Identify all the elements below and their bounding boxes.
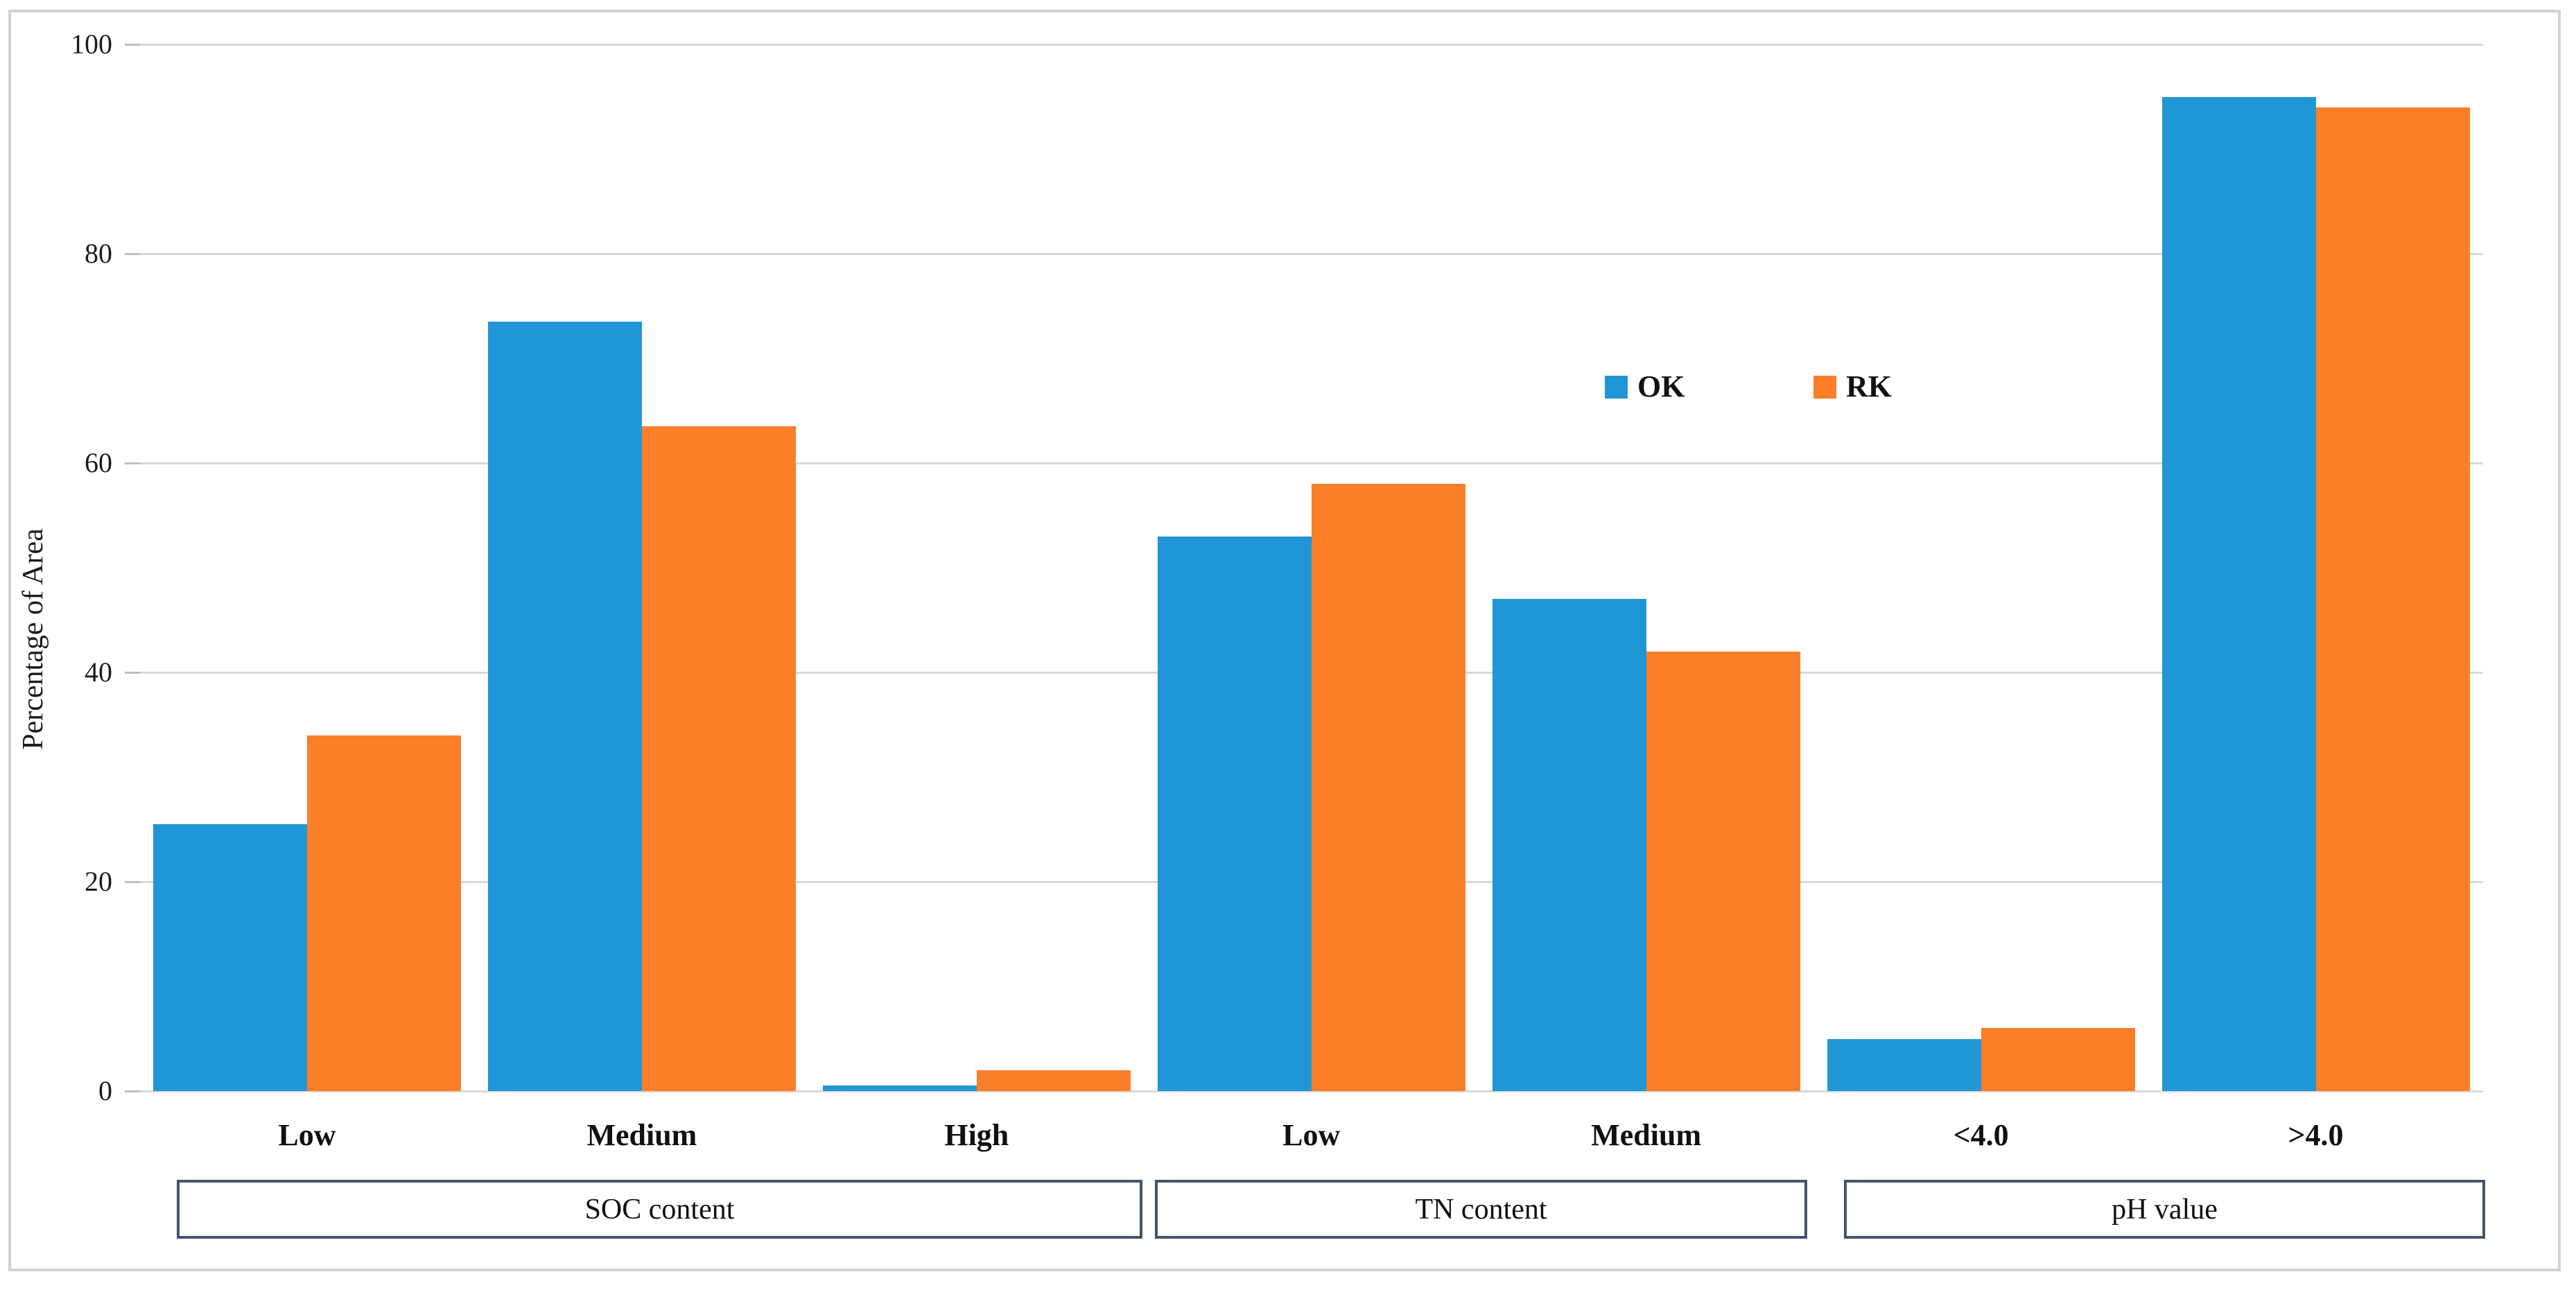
y-tick-mark-0 [124,1090,140,1092]
bar-rk-40 [2315,107,2470,1091]
bar-rk-high [976,1070,1131,1091]
y-tick-mark-40 [124,671,140,674]
y-axis-title: Percentage of Area [17,528,49,750]
bar-rk-low [1311,484,1465,1091]
bar-ok-40 [1827,1038,1981,1091]
bar-ok-high [822,1086,977,1091]
y-tick-label-40: 40 [85,656,112,688]
category-label-2: High [944,1118,1009,1152]
category-label-4: Medium [1591,1118,1702,1152]
bar-ok-low [1157,536,1312,1091]
group-box-soc-content: SOC content [177,1180,1142,1239]
category-label-3: Low [1282,1118,1341,1152]
category-label-5: <4.0 [1953,1118,2009,1152]
bar-ok-40 [2161,96,2316,1091]
y-tick-mark-60 [124,462,140,464]
legend-item-rk: RK [1813,372,1892,402]
gridline-y-60 [139,462,2483,464]
category-label-0: Low [278,1118,336,1152]
legend-label-ok: OK [1637,369,1685,403]
y-tick-label-60: 60 [85,447,112,478]
gridline-y-0 [139,1090,2483,1092]
legend-swatch-ok-icon [1605,375,1628,399]
bar-rk-medium [1646,651,1800,1091]
y-tick-mark-80 [124,252,140,255]
gridline-y-80 [139,252,2483,255]
y-tick-label-100: 100 [71,28,112,60]
y-tick-label-80: 80 [85,238,112,269]
bar-ok-low [153,823,307,1091]
gridline-y-100 [139,43,2483,46]
legend-item-ok: OK [1605,372,1685,402]
bar-ok-medium [487,322,642,1091]
y-tick-label-20: 20 [85,866,112,897]
legend-swatch-rk-icon [1813,375,1836,399]
group-box-tn-content: TN content [1155,1180,1807,1239]
y-tick-label-0: 0 [98,1075,112,1106]
bar-rk-medium [641,426,796,1091]
group-box-ph-value: pH value [1844,1180,2485,1239]
legend-label-rk: RK [1846,369,1892,403]
y-tick-mark-100 [124,43,140,46]
category-label-1: Medium [586,1118,697,1152]
bar-ok-medium [1492,599,1646,1091]
category-label-6: >4.0 [2288,1118,2344,1152]
bar-rk-low [307,735,461,1091]
y-tick-mark-20 [124,880,140,883]
bar-rk-40 [1981,1028,2135,1091]
